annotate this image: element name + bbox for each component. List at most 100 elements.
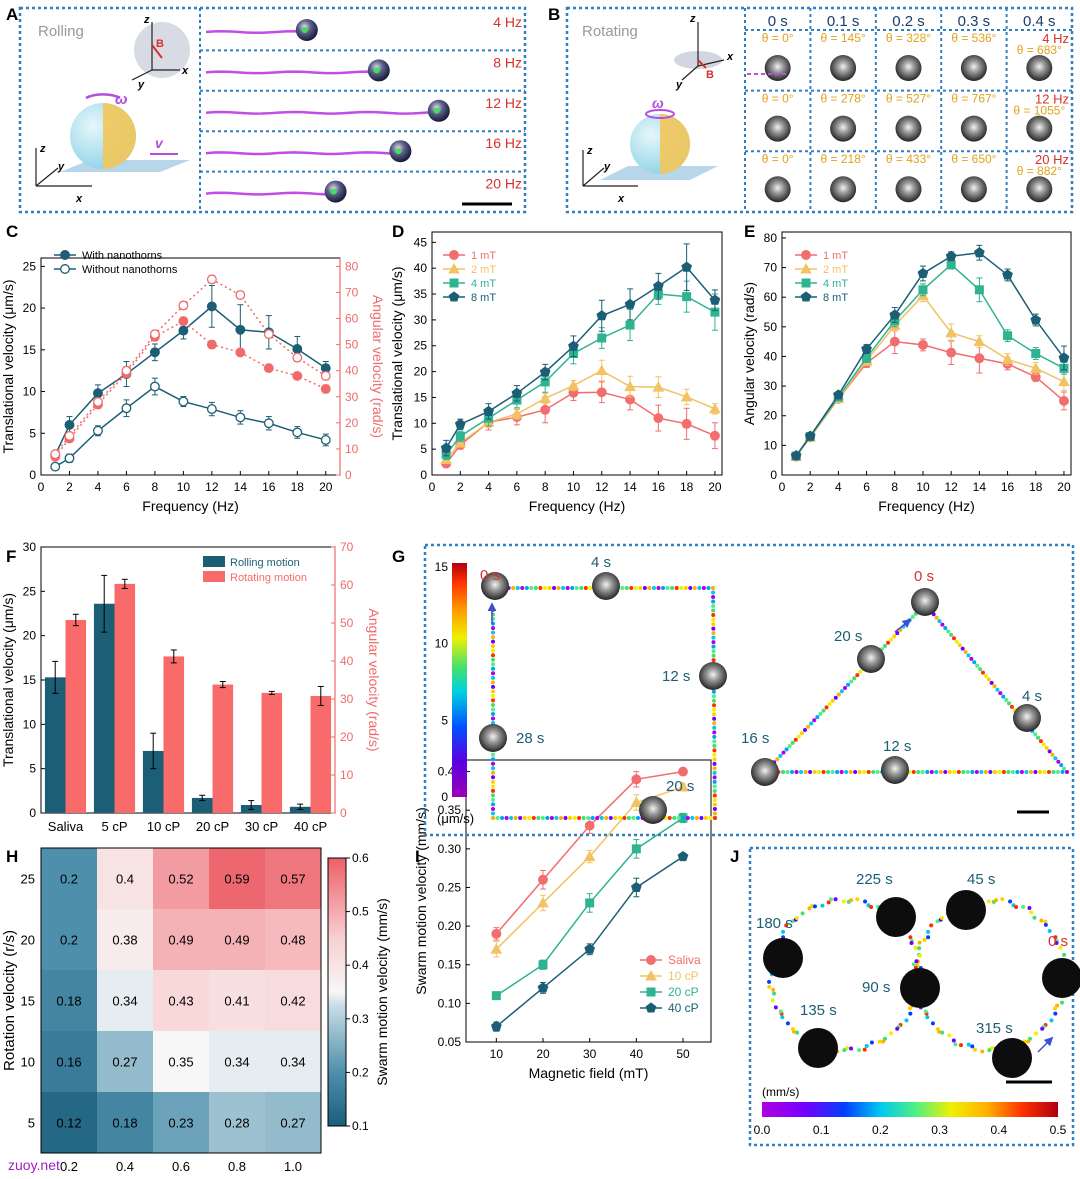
trajectory-dot (500, 816, 505, 820)
data-point (491, 928, 502, 939)
rolling-tracks: 4 Hz 8 Hz 12 Hz 16 Hz 20 Hz (200, 14, 525, 203)
y2-axis-title: Angular velocity (rad/s) (366, 608, 382, 751)
trajectory-dot (784, 923, 789, 928)
trajectory-dot (799, 731, 804, 736)
trajectory-dot (930, 1021, 935, 1026)
trajectory-dot (778, 1009, 783, 1014)
data-point (178, 300, 189, 311)
trajectory-dot (491, 811, 495, 816)
trajectory-dot (935, 1027, 940, 1032)
x-tick-label: 14 (623, 480, 637, 494)
trajectory-dot (877, 1039, 882, 1044)
trajectory-dot (934, 770, 939, 774)
panel-j-frame (748, 846, 1075, 1147)
trajectory-dot (515, 586, 520, 590)
trajectory-dot (1004, 698, 1009, 702)
trajectory-dot (980, 1049, 985, 1054)
y-tick-label: 10 (23, 717, 37, 731)
trajectory-dot (965, 770, 970, 774)
svg-text:y: y (603, 161, 611, 173)
angle-label: θ = 683° (1017, 43, 1062, 57)
snapshot-bead (764, 55, 791, 81)
x-tick-label: 10 (916, 480, 930, 494)
axis-x-label-b: x (726, 51, 734, 63)
tracking-dot (330, 188, 337, 195)
colorbar-tick-label: 0.4 (352, 958, 369, 972)
trajectory-dot (712, 766, 717, 771)
x-tick-label: 10 cP (147, 819, 180, 834)
snapshot-bead (895, 55, 922, 81)
data-point (455, 431, 465, 441)
trajectory-dot (712, 784, 717, 789)
panel-j: J 225 s 45 s 180 s 90 s 0 s 135 s 315 s (mm/s)… (730, 846, 1080, 1147)
trajectory-dot (1040, 1026, 1045, 1031)
data-point (946, 260, 956, 270)
trajectory-dot (934, 615, 939, 620)
colorbar-tick-label: 0.5 (1050, 1123, 1067, 1137)
tracking-dot (395, 148, 402, 155)
trajectory-dot (963, 650, 968, 654)
y2-tick-label: 60 (345, 312, 359, 326)
trajectory-dot (647, 586, 652, 590)
data-point (511, 387, 523, 398)
trajectory-dot (864, 1044, 869, 1049)
trajectory-dot (712, 730, 717, 735)
trajectory-dot (1047, 749, 1052, 754)
panel-j-letter: J (730, 847, 739, 866)
trajectory-dot (781, 770, 786, 774)
trajectory-dot (857, 770, 862, 774)
trajectory-dot (599, 816, 604, 820)
trajectory-dot (938, 770, 943, 774)
heatmap-cell (209, 909, 265, 970)
x-axis-title: Magnetic field (mT) (529, 1065, 649, 1081)
trajectory-dot (491, 716, 495, 721)
legend-label: 2 mT (823, 264, 848, 276)
row-frequency: 12 Hz (1035, 92, 1069, 107)
data-point (833, 389, 844, 400)
trajectory-dot (1055, 1003, 1060, 1008)
series-4-mt (791, 259, 1069, 461)
colorbar-tick-label: 10 (435, 637, 449, 651)
heatmap-cell (265, 848, 321, 909)
data-point (454, 418, 466, 429)
trajectory-dot (939, 915, 944, 920)
trajectory-dot (835, 770, 840, 774)
data-point (121, 365, 132, 376)
series-8-mt (790, 244, 1070, 461)
trajectory-dot (712, 788, 717, 793)
x-tick-label: 0.6 (172, 1159, 190, 1174)
trajectory-dot (1060, 1000, 1065, 1005)
trajectory-dot (656, 586, 661, 590)
trajectory-dot (844, 770, 849, 774)
trajectory-dot (712, 707, 717, 712)
y-tick-label: 0 (420, 468, 427, 482)
trajectory-dot (1010, 770, 1015, 774)
y-tick-label: 10 (23, 385, 37, 399)
trajectory-dot (771, 987, 776, 992)
trajectory-dot (849, 898, 854, 903)
data-point (1001, 353, 1014, 364)
panel-a-letter: A (6, 5, 18, 24)
microrobot-snapshot (592, 572, 620, 600)
trajectory-dot (1001, 694, 1006, 699)
data-point (320, 370, 331, 381)
trajectory-dot (626, 816, 631, 820)
speed-colorbar-j (762, 1102, 1058, 1117)
trajectory-dot (1053, 756, 1058, 761)
trajectory-dot (683, 586, 688, 590)
row-frequency: 20 Hz (1035, 152, 1069, 167)
data-point (681, 418, 692, 429)
microrobot-snapshot (479, 724, 507, 752)
trajectory-dot (1062, 766, 1067, 771)
y2-tick-label: 10 (340, 768, 354, 782)
microrobot-swarm (1042, 958, 1080, 998)
data-point (538, 874, 548, 885)
trajectory-dot (491, 761, 495, 766)
trajectory-dot (1026, 1039, 1031, 1044)
heatmap-value: 0.16 (56, 1055, 81, 1070)
trajectory-dot (841, 899, 846, 904)
trajectory-dot (995, 687, 1000, 692)
trajectory-dot (803, 770, 808, 774)
trajectory-dot (699, 816, 704, 820)
trajectory-dot (929, 923, 934, 928)
